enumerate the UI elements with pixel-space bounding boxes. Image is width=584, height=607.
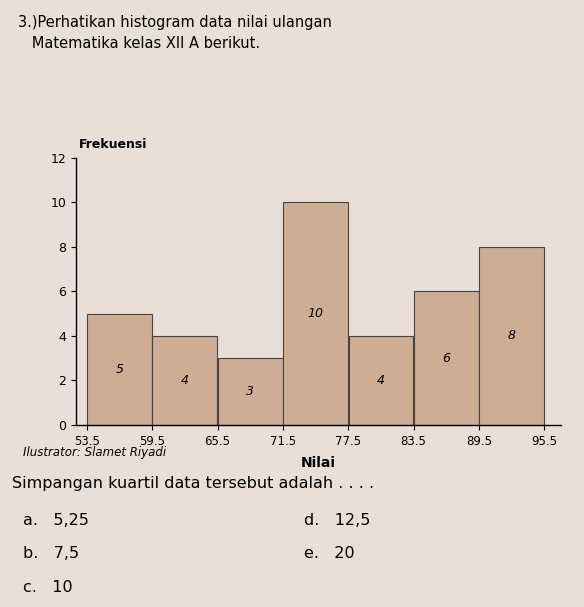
Text: b.   7,5: b. 7,5 [23, 546, 79, 561]
Text: 8: 8 [507, 330, 516, 342]
Text: 3: 3 [246, 385, 254, 398]
Text: Simpangan kuartil data tersebut adalah . . . .: Simpangan kuartil data tersebut adalah .… [12, 476, 374, 492]
Bar [152, 336, 217, 425]
Text: e.   20: e. 20 [304, 546, 354, 561]
Text: Frekuensi: Frekuensi [79, 138, 148, 151]
Text: 6: 6 [442, 351, 450, 365]
Bar [349, 336, 413, 425]
Text: c.   10: c. 10 [23, 580, 73, 595]
Text: 10: 10 [308, 307, 324, 320]
Text: d.   12,5: d. 12,5 [304, 513, 370, 528]
Text: 4: 4 [377, 374, 385, 387]
Text: Matematika kelas XII A berikut.: Matematika kelas XII A berikut. [18, 36, 260, 52]
Bar [218, 358, 283, 425]
Bar [283, 202, 348, 425]
X-axis label: Nilai: Nilai [301, 456, 336, 470]
Text: 3.)Perhatikan histogram data nilai ulangan: 3.)Perhatikan histogram data nilai ulang… [18, 15, 331, 30]
Text: 4: 4 [181, 374, 189, 387]
Bar [414, 291, 479, 425]
Bar [87, 314, 152, 425]
Text: Ilustrator: Slamet Riyadi: Ilustrator: Slamet Riyadi [23, 446, 166, 459]
Bar [479, 247, 544, 425]
Text: 5: 5 [116, 363, 123, 376]
Text: a.   5,25: a. 5,25 [23, 513, 89, 528]
